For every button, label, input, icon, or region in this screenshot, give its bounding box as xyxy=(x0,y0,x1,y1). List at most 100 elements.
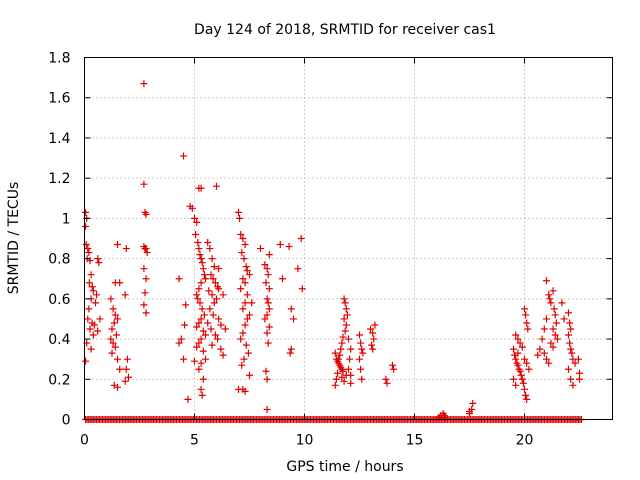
data-point xyxy=(294,265,302,273)
data-point xyxy=(181,321,189,329)
data-point xyxy=(342,305,350,313)
data-point xyxy=(523,395,531,403)
data-point xyxy=(565,331,572,339)
data-point xyxy=(184,395,192,403)
data-point xyxy=(89,287,97,295)
data-point xyxy=(383,379,391,387)
data-point xyxy=(121,377,129,385)
data-point xyxy=(521,355,528,363)
data-point xyxy=(514,349,522,357)
data-point xyxy=(246,271,253,279)
data-point xyxy=(85,249,93,257)
data-point xyxy=(207,325,215,333)
data-point xyxy=(208,255,216,263)
data-point xyxy=(239,275,247,283)
data-point xyxy=(566,319,574,327)
data-point xyxy=(195,319,203,327)
data-point xyxy=(217,321,225,329)
data-point xyxy=(567,345,575,353)
data-point xyxy=(206,245,214,253)
data-point xyxy=(368,341,376,349)
data-point xyxy=(552,319,560,327)
data-point xyxy=(219,291,227,299)
data-point xyxy=(195,365,203,373)
data-point xyxy=(122,365,130,373)
data-point xyxy=(257,245,264,253)
data-point xyxy=(551,331,559,339)
data-point xyxy=(345,365,352,373)
y-tick-label: 0.4 xyxy=(48,332,70,348)
data-point xyxy=(340,377,348,385)
data-point xyxy=(519,379,527,387)
data-point xyxy=(331,381,339,389)
data-point xyxy=(199,347,207,355)
data-point xyxy=(340,295,348,303)
data-point xyxy=(182,301,190,309)
data-point xyxy=(180,355,187,363)
data-point xyxy=(114,315,121,323)
data-point xyxy=(193,291,201,299)
data-point xyxy=(359,349,367,357)
data-point xyxy=(549,343,557,351)
data-point xyxy=(343,311,351,319)
data-point xyxy=(197,279,205,287)
data-point xyxy=(221,325,229,333)
data-point xyxy=(211,279,219,287)
data-point xyxy=(551,311,559,319)
data-point xyxy=(337,345,345,353)
data-point xyxy=(215,315,223,323)
data-point xyxy=(547,299,555,307)
data-point xyxy=(208,341,216,349)
y-axis-ticks: 0 0.2 0.4 0.6 0.8 1 1.2 1.4 1.6 1.8 xyxy=(48,51,613,429)
data-point xyxy=(331,349,339,357)
data-point xyxy=(536,345,544,353)
data-point xyxy=(200,311,208,319)
data-point xyxy=(358,375,366,383)
data-point xyxy=(522,391,530,399)
data-point xyxy=(261,261,269,269)
data-point xyxy=(336,351,344,359)
data-point xyxy=(209,311,217,319)
data-point xyxy=(194,239,202,247)
data-point xyxy=(338,339,346,347)
data-point xyxy=(370,335,378,343)
data-point xyxy=(188,204,196,212)
y-tick-label: 0.2 xyxy=(48,372,70,388)
data-point xyxy=(197,359,205,367)
data-point xyxy=(82,241,90,249)
data-point xyxy=(236,214,244,222)
data-point xyxy=(566,339,574,347)
plot-frame xyxy=(84,57,613,420)
data-point xyxy=(122,245,130,253)
data-point xyxy=(114,355,121,363)
data-point xyxy=(263,295,271,303)
data-point xyxy=(276,241,284,249)
data-point xyxy=(356,331,363,339)
data-point xyxy=(85,305,93,313)
data-point xyxy=(90,321,98,329)
data-point xyxy=(140,301,148,309)
data-point xyxy=(243,291,251,299)
data-point xyxy=(192,230,200,238)
data-point xyxy=(197,315,205,323)
data-point xyxy=(263,265,271,273)
data-point xyxy=(241,387,249,395)
data-point xyxy=(340,315,348,323)
data-point xyxy=(571,359,579,367)
data-point xyxy=(87,271,95,279)
y-tick-label: 0 xyxy=(62,413,71,429)
x-axis-ticks: 0 5 10 15 20 xyxy=(80,57,534,449)
data-point xyxy=(540,349,548,357)
x-tick-label: 20 xyxy=(516,433,534,449)
data-point xyxy=(142,245,150,253)
data-point xyxy=(524,325,532,333)
data-point xyxy=(440,411,448,419)
data-point xyxy=(219,351,227,359)
data-point xyxy=(290,315,297,323)
data-point xyxy=(550,305,558,313)
data-point xyxy=(110,319,118,327)
data-point xyxy=(369,345,377,353)
data-point xyxy=(576,375,583,383)
chart-title: Day 124 of 2018, SRMTID for receiver cas… xyxy=(194,22,496,38)
data-point xyxy=(96,315,104,323)
